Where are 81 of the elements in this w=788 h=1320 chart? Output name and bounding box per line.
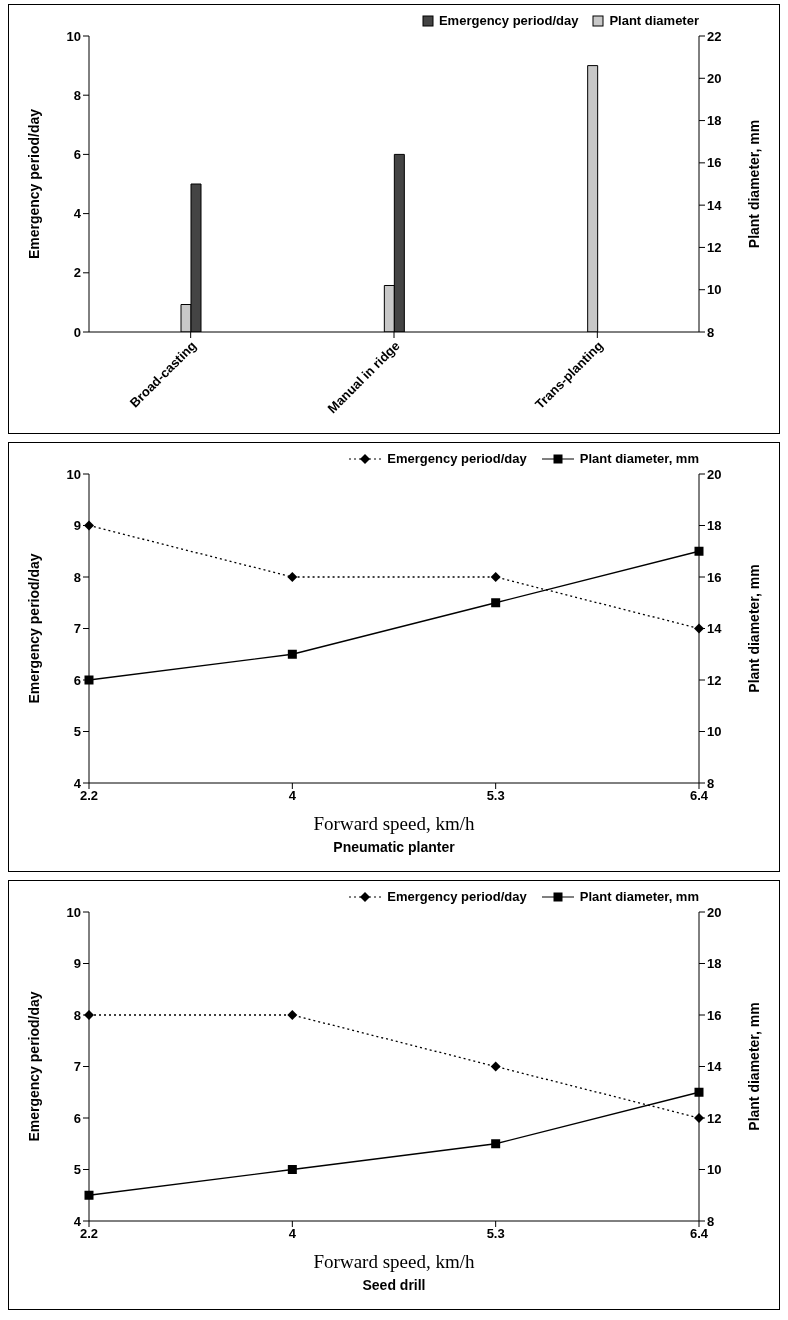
y2-tick-label: 18 — [707, 518, 722, 534]
x-tick-label: 2.2 — [79, 1226, 99, 1242]
y-tick-label: 10 — [66, 466, 81, 482]
legend-label: Plant diameter, mm — [579, 889, 699, 904]
point — [694, 1087, 704, 1097]
y2-tick-label: 8 — [707, 775, 715, 791]
x-axis-title: Forward speed, km/h — [312, 1251, 476, 1273]
y2-tick-label: 20 — [707, 466, 722, 482]
y2-tick-label: 16 — [707, 155, 722, 171]
y-axis-title: Emergency period/day — [25, 553, 42, 704]
point — [694, 1113, 704, 1123]
y2-tick-label: 16 — [707, 569, 722, 585]
y2-tick-label: 12 — [707, 1110, 722, 1126]
y2-tick-label: 20 — [707, 904, 722, 920]
point — [490, 572, 501, 582]
legend-label: Plant diameter, mm — [579, 451, 699, 466]
y-tick-label: 6 — [73, 147, 81, 163]
point — [694, 623, 704, 634]
point — [491, 598, 501, 608]
y-tick-label: 6 — [73, 672, 81, 688]
x-tick-label: 4 — [288, 788, 297, 804]
x-tick-label: 5.3 — [486, 788, 505, 804]
y2-tick-label: 18 — [707, 956, 722, 972]
point — [694, 546, 704, 556]
legend-label: Emergency period/day — [387, 451, 527, 466]
y-tick-label: 8 — [73, 87, 81, 103]
y-tick-label: 7 — [73, 621, 81, 637]
y-tick-label: 2 — [73, 265, 81, 281]
y-tick-label: 9 — [73, 518, 81, 534]
x-tick-label: 4 — [288, 1226, 297, 1242]
y-tick-label: 4 — [73, 1213, 82, 1229]
y2-tick-label: 12 — [707, 240, 722, 256]
y2-tick-label: 10 — [707, 724, 722, 740]
point — [287, 572, 298, 582]
y-tick-label: 4 — [73, 206, 82, 222]
y2-tick-label: 8 — [707, 1213, 715, 1229]
legend-label: Plant diameter — [609, 13, 699, 28]
text: Pneumatic planter — [332, 839, 456, 855]
y2-axis-title: Plant diameter, mm — [745, 119, 762, 249]
y2-tick-label: 22 — [707, 28, 722, 44]
y-tick-label: 5 — [73, 724, 81, 740]
x-tick-label: 2.2 — [79, 788, 99, 804]
x-tick-label: 5.3 — [486, 1226, 505, 1242]
y-tick-label: 10 — [66, 28, 81, 44]
point — [84, 1010, 94, 1020]
y-tick-label: 8 — [73, 569, 81, 585]
x-tick-label: 6.4 — [689, 788, 709, 804]
point — [491, 1139, 501, 1149]
y2-tick-label: 10 — [707, 282, 722, 298]
y-tick-label: 6 — [73, 1110, 81, 1126]
y-tick-label: 7 — [73, 1059, 81, 1075]
y2-tick-label: 14 — [707, 197, 723, 213]
point — [84, 520, 94, 531]
point — [84, 1190, 94, 1200]
y-tick-label: 4 — [73, 775, 82, 791]
point — [287, 649, 297, 659]
y-tick-label: 0 — [73, 324, 81, 340]
point — [490, 1061, 501, 1072]
point — [287, 1010, 298, 1020]
y2-tick-label: 14 — [707, 1059, 723, 1075]
point — [287, 1165, 297, 1174]
text: Seed drill — [361, 1277, 427, 1293]
legend-label: Emergency period/day — [387, 889, 527, 904]
y2-tick-label: 20 — [707, 70, 722, 86]
x-tick-label: 6.4 — [689, 1226, 709, 1242]
y-tick-label: 9 — [73, 956, 81, 972]
y-axis-title: Emergency period/day — [25, 108, 42, 260]
x-axis-title: Forward speed, km/h — [312, 813, 476, 835]
y-tick-label: 5 — [73, 1162, 81, 1178]
y-axis-title: Emergency period/day — [25, 991, 42, 1142]
legend-label: Emergency period/day — [438, 13, 579, 28]
y2-tick-label: 14 — [707, 621, 723, 637]
y2-axis-title: Plant diameter, mm — [745, 1002, 762, 1131]
y-tick-label: 8 — [73, 1007, 81, 1023]
y2-tick-label: 12 — [707, 672, 722, 688]
y2-axis-title: Plant diameter, mm — [745, 564, 762, 693]
y2-tick-label: 18 — [707, 113, 722, 129]
y-tick-label: 10 — [66, 904, 81, 920]
y2-tick-label: 16 — [707, 1007, 722, 1023]
y2-tick-label: 10 — [707, 1162, 722, 1178]
y2-tick-label: 8 — [707, 324, 715, 340]
